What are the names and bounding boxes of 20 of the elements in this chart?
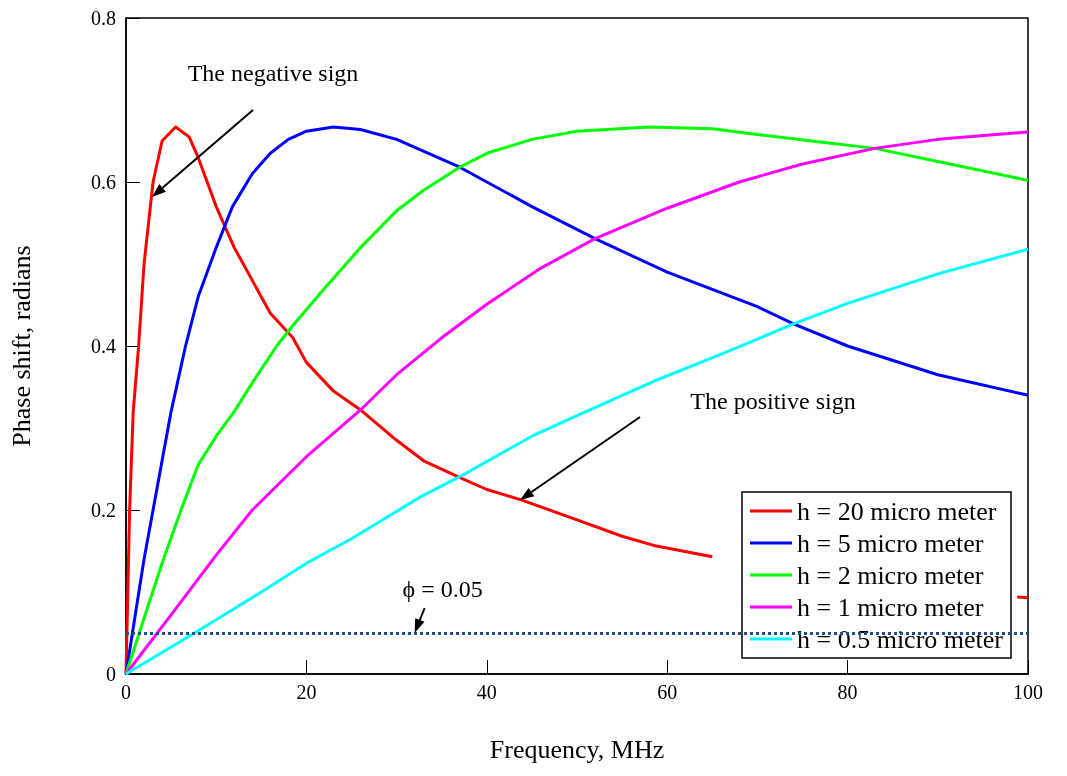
x-tick-label: 80 — [837, 681, 858, 703]
annotation: The negative sign — [187, 60, 359, 86]
x-axis-title: Frequency, MHz — [489, 734, 665, 764]
y-tick-label: 0.8 — [91, 7, 116, 29]
x-tick-label: 40 — [476, 681, 497, 703]
legend-label: h = 5 micro meter — [797, 528, 984, 558]
y-tick-label: 0.6 — [91, 171, 116, 193]
annotation: ϕ = 0.05 — [402, 576, 483, 602]
x-tick-label: 100 — [1013, 681, 1043, 703]
y-tick-label: 0.2 — [91, 499, 116, 521]
x-tick-label: 60 — [657, 681, 678, 703]
y-tick-label: 0 — [106, 663, 116, 685]
annotation: The positive sign — [690, 388, 856, 414]
y-axis-title: Phase shift, radians — [6, 245, 36, 447]
y-tick-label: 0.4 — [91, 335, 116, 357]
legend-label: h = 1 micro meter — [797, 592, 984, 622]
x-tick-label: 0 — [121, 681, 131, 703]
legend-label: h = 20 micro meter — [797, 496, 997, 526]
x-tick-label: 20 — [296, 681, 317, 703]
legend-label: h = 2 micro meter — [797, 560, 984, 590]
